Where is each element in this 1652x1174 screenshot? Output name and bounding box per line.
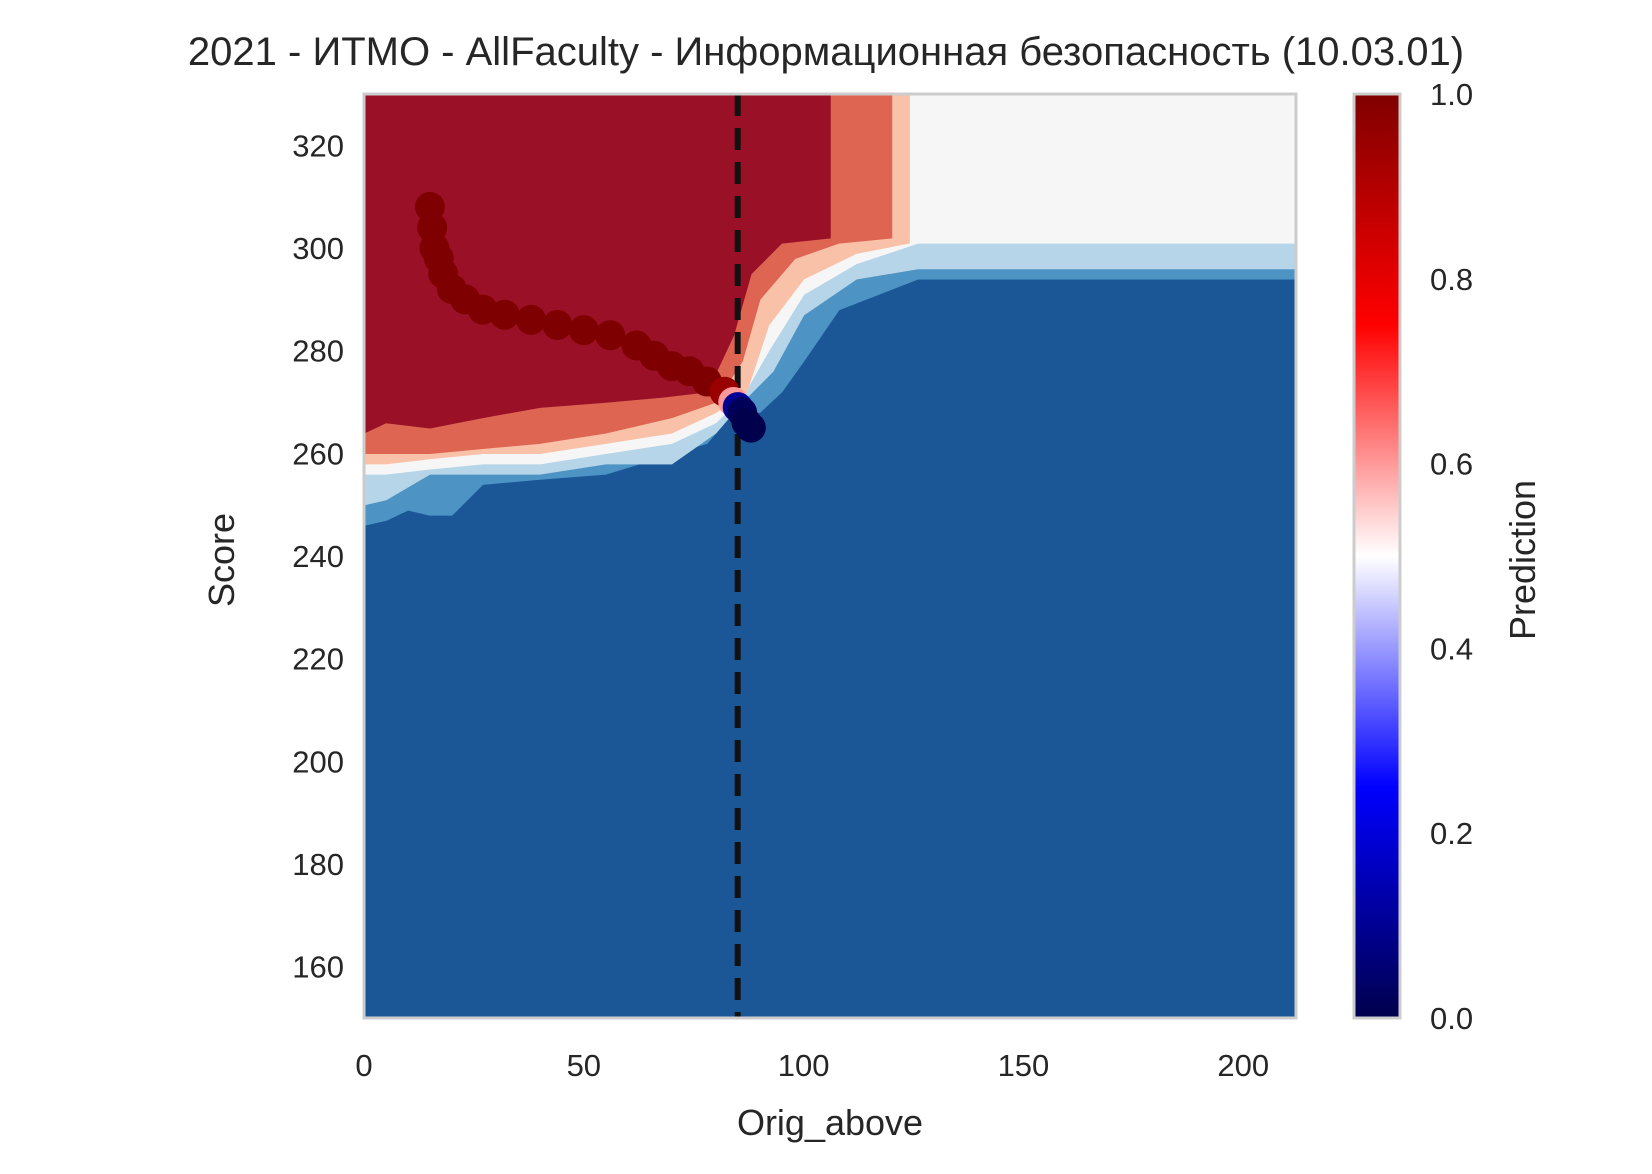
y-tick-label: 260 [292,436,344,471]
trajectory-point [516,304,547,335]
trajectory-point [568,315,599,346]
trajectory-point [542,310,573,340]
x-tick-label: 100 [778,1048,830,1083]
y-tick-label: 300 [292,231,344,266]
x-tick-label: 150 [998,1048,1050,1083]
colorbar-tick-label: 0.8 [1430,262,1473,297]
colorbar-frame [1352,92,1402,1020]
colorbar [1354,94,1400,1018]
x-tick-label: 200 [1217,1048,1269,1083]
y-tick-label: 220 [292,642,344,677]
trajectory-point [735,412,766,443]
trajectory-point [489,299,520,330]
y-tick-label: 280 [292,334,344,369]
x-tick-label: 50 [567,1048,601,1083]
y-tick-label: 240 [292,539,344,574]
colorbar-ticks: 0.0 0.2 0.4 0.6 0.8 1.0 [1430,77,1473,1036]
trajectory-point [595,320,626,351]
y-tick-label: 160 [292,950,344,985]
colorbar-label: Prediction [1502,480,1543,640]
y-tick-label: 180 [292,847,344,882]
contour-regions [364,94,1296,1018]
colorbar-tick-label: 1.0 [1430,77,1473,112]
y-axis-label: Score [201,513,242,607]
x-tick-label: 0 [355,1048,372,1083]
x-axis-ticks: 0 50 100 150 200 [355,1048,1269,1083]
y-tick-label: 320 [292,128,344,163]
colorbar-tick-label: 0.4 [1430,631,1473,666]
trajectory-points [414,191,766,443]
colorbar-tick-label: 0.6 [1430,447,1473,482]
x-axis-label: Orig_above [737,1102,923,1143]
y-tick-label: 200 [292,744,344,779]
chart-title: 2021 - ИТМО - AllFaculty - Информационна… [188,30,1464,74]
plot-frame [362,92,1298,1020]
colorbar-tick-label: 0.0 [1430,1001,1473,1036]
colorbar-tick-label: 0.2 [1430,816,1473,851]
y-axis-ticks: 160 180 200 220 240 260 280 300 320 [292,128,344,984]
